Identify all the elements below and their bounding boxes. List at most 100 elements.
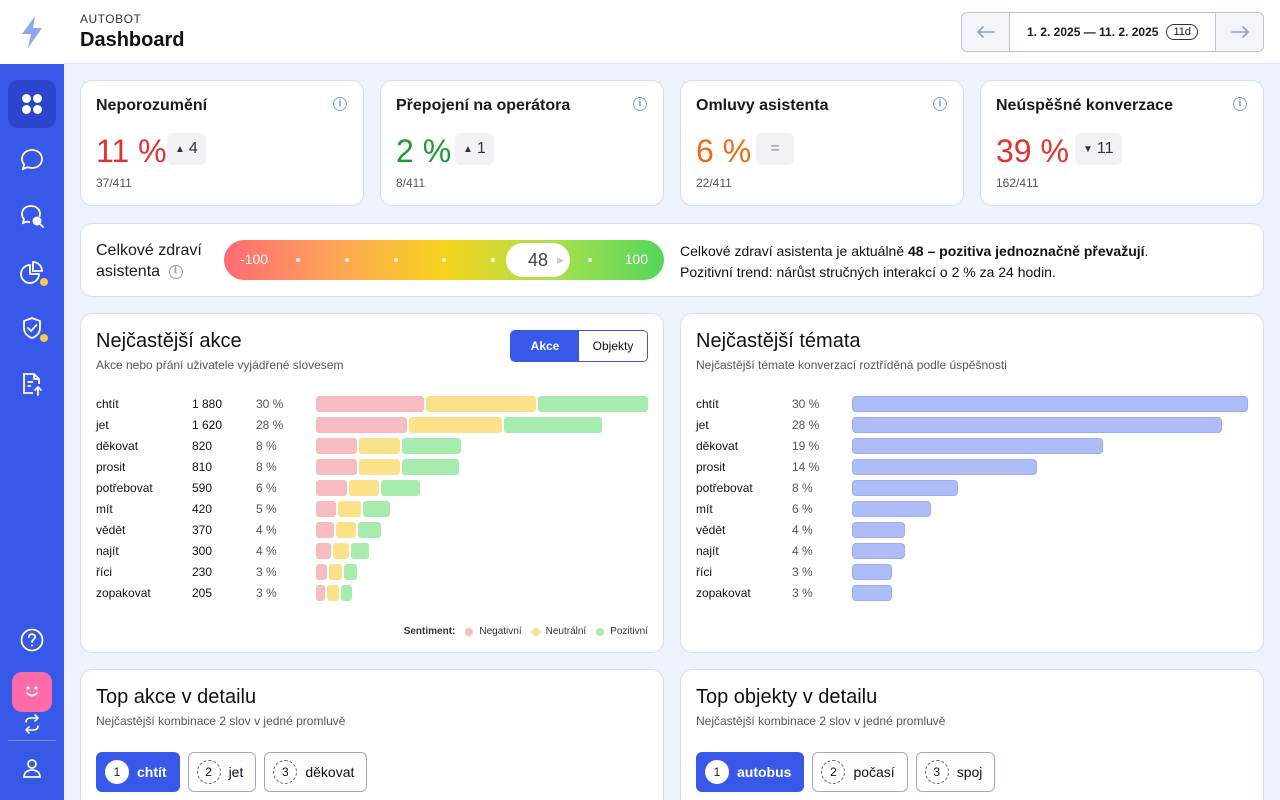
action-row[interactable]: prosit 810 8 % xyxy=(96,457,648,478)
row-label: najít xyxy=(696,544,719,558)
info-icon[interactable]: i xyxy=(168,264,183,279)
chip-action-1[interactable]: 1 chtít xyxy=(96,752,180,792)
bar-segment-neutral[interactable] xyxy=(359,438,401,454)
action-row[interactable]: říci 230 3 % xyxy=(96,562,648,583)
bar-segment-negative[interactable] xyxy=(316,417,407,433)
topic-row[interactable]: vědět 4 % xyxy=(696,520,1248,541)
bar-segment-negative[interactable] xyxy=(316,459,358,475)
info-icon[interactable]: i xyxy=(333,97,347,111)
info-icon[interactable]: i xyxy=(933,97,947,111)
chip-object-3[interactable]: 3 spoj xyxy=(915,752,996,792)
legend-title: Sentiment: xyxy=(403,626,456,637)
kpi-card-apologies[interactable]: Omluvy asistenta i 6 % = 22/411 xyxy=(680,80,964,206)
bar-segment-neutral[interactable] xyxy=(336,522,357,538)
nav-dashboard[interactable] xyxy=(8,80,56,128)
row-label: říci xyxy=(96,565,112,579)
info-icon[interactable]: i xyxy=(1233,97,1247,111)
nav-reports[interactable] xyxy=(8,360,56,408)
chip-object-2[interactable]: 2 počasí xyxy=(812,752,908,792)
bar-segment-neutral[interactable] xyxy=(408,417,502,433)
topic-row[interactable]: zopakovat 3 % xyxy=(696,583,1248,604)
bar-segment-neutral[interactable] xyxy=(348,480,380,496)
nav-help[interactable] xyxy=(8,616,56,664)
bar-segment-neutral[interactable] xyxy=(338,501,362,517)
action-row[interactable]: zopakovat 205 3 % xyxy=(96,583,648,604)
topic-bar[interactable] xyxy=(852,501,932,517)
avatar[interactable] xyxy=(12,672,52,712)
bar-segment-negative[interactable] xyxy=(316,396,425,412)
topic-bar[interactable] xyxy=(852,564,892,580)
action-row[interactable]: mít 420 5 % xyxy=(96,499,648,520)
toggle-actions[interactable]: Akce xyxy=(511,331,579,361)
topic-bar[interactable] xyxy=(852,396,1248,412)
next-range-button[interactable] xyxy=(1215,13,1263,51)
topic-row[interactable]: říci 3 % xyxy=(696,562,1248,583)
topic-row[interactable]: najít 4 % xyxy=(696,541,1248,562)
topic-bar[interactable] xyxy=(852,417,1222,433)
bar-segment-positive[interactable] xyxy=(503,417,603,433)
bar-segment-negative[interactable] xyxy=(316,480,347,496)
row-percent: 28 % xyxy=(792,418,820,432)
kpi-ratio: 162/411 xyxy=(996,176,1039,190)
bar-segment-positive[interactable] xyxy=(341,585,353,601)
bar-segment-positive[interactable] xyxy=(402,459,460,475)
nav-conversations[interactable] xyxy=(8,136,56,184)
action-row[interactable]: chtít 1 880 30 % xyxy=(96,394,648,415)
action-row[interactable]: potřebovat 590 6 % xyxy=(96,478,648,499)
legend-swatch xyxy=(596,627,605,636)
bar-segment-positive[interactable] xyxy=(381,480,421,496)
topic-row[interactable]: chtít 30 % xyxy=(696,394,1248,415)
topic-row[interactable]: potřebovat 8 % xyxy=(696,478,1248,499)
action-row[interactable]: jet 1 620 28 % xyxy=(96,415,648,436)
nav-analytics[interactable] xyxy=(8,248,56,296)
chip-action-3[interactable]: 3 děkovat xyxy=(264,752,368,792)
kpi-card-misunderstanding[interactable]: Neporozumění i 11 % ▲ 4 37/411 xyxy=(80,80,364,206)
topic-bar[interactable] xyxy=(852,480,958,496)
topic-bar[interactable] xyxy=(852,459,1037,475)
action-row[interactable]: děkovat 820 8 % xyxy=(96,436,648,457)
chip-object-1[interactable]: 1 autobus xyxy=(696,752,805,792)
action-row[interactable]: najít 300 4 % xyxy=(96,541,648,562)
bar-segment-neutral[interactable] xyxy=(329,564,342,580)
bar-segment-negative[interactable] xyxy=(316,501,337,517)
kpi-card-handover[interactable]: Přepojení na operátora i 2 % ▲ 1 8/411 xyxy=(380,80,664,206)
row-label: jet xyxy=(696,418,709,432)
bar-segment-negative[interactable] xyxy=(316,585,326,601)
bar-segment-positive[interactable] xyxy=(363,501,391,517)
bar-segment-neutral[interactable] xyxy=(332,543,349,559)
bar-segment-positive[interactable] xyxy=(358,522,382,538)
topic-row[interactable]: jet 28 % xyxy=(696,415,1248,436)
switch-account-button[interactable] xyxy=(20,714,44,739)
info-icon[interactable]: i xyxy=(633,97,647,111)
action-row[interactable]: vědět 370 4 % xyxy=(96,520,648,541)
topic-row[interactable]: mít 6 % xyxy=(696,499,1248,520)
topic-bar[interactable] xyxy=(852,438,1103,454)
logo[interactable] xyxy=(0,0,64,64)
bar-segment-negative[interactable] xyxy=(316,543,331,559)
topic-row[interactable]: prosit 14 % xyxy=(696,457,1248,478)
nav-quality[interactable] xyxy=(8,304,56,352)
bar-segment-neutral[interactable] xyxy=(426,396,537,412)
bar-segment-positive[interactable] xyxy=(538,396,648,412)
nav-profile[interactable] xyxy=(20,756,44,785)
nav-search-conversations[interactable] xyxy=(8,192,56,240)
date-range[interactable]: 1. 2. 2025 — 11. 2. 2025 11d xyxy=(1010,13,1215,51)
bar-segment-negative[interactable] xyxy=(316,564,328,580)
panel-title: Top objekty v detailu xyxy=(696,686,878,708)
toggle-objects[interactable]: Objekty xyxy=(579,331,647,361)
topic-bar[interactable] xyxy=(852,585,892,601)
bar-segment-neutral[interactable] xyxy=(327,585,340,601)
bar-segment-positive[interactable] xyxy=(351,543,369,559)
sidebar-divider xyxy=(8,740,56,741)
bar-segment-positive[interactable] xyxy=(343,564,357,580)
prev-range-button[interactable] xyxy=(962,13,1010,51)
bar-segment-positive[interactable] xyxy=(402,438,461,454)
bar-segment-negative[interactable] xyxy=(316,522,335,538)
kpi-card-failed-conversations[interactable]: Neúspěšné konverzace i 39 % ▼ 11 162/411 xyxy=(980,80,1264,206)
topic-row[interactable]: děkovat 19 % xyxy=(696,436,1248,457)
bar-segment-negative[interactable] xyxy=(316,438,358,454)
topic-bar[interactable] xyxy=(852,543,905,559)
bar-segment-neutral[interactable] xyxy=(359,459,401,475)
topic-bar[interactable] xyxy=(852,522,905,538)
chip-action-2[interactable]: 2 jet xyxy=(187,752,257,792)
